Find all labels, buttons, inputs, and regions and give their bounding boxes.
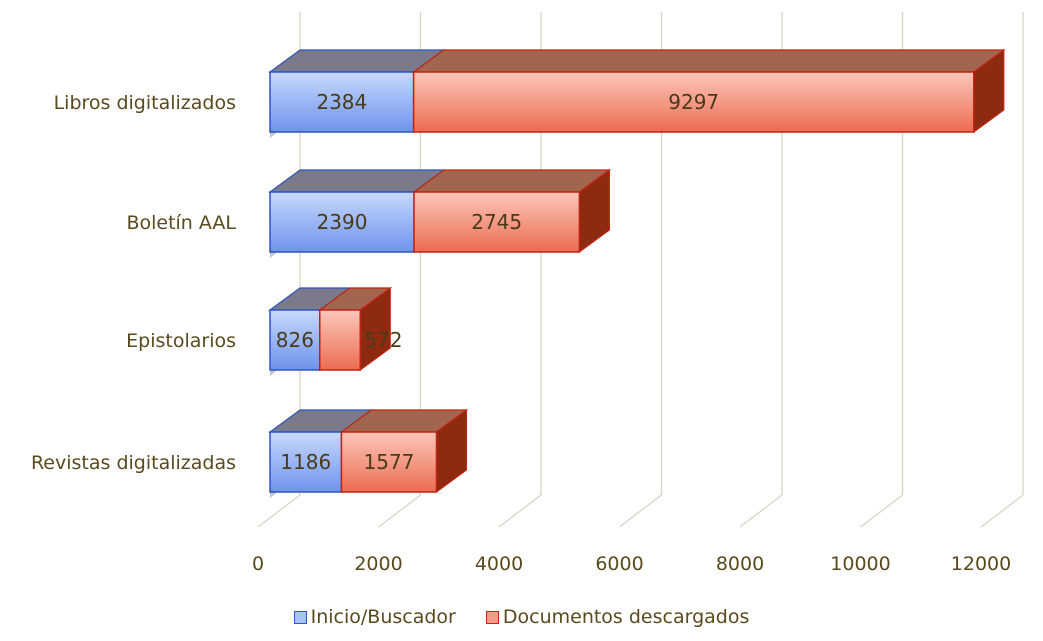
category-label: Epistolarios: [126, 330, 236, 352]
category-labels: Libros digitalizados Boletín AAL Epistolar…: [31, 92, 236, 474]
legend-swatch-documentos: [485, 610, 499, 624]
bar-documentos: [412, 71, 975, 133]
x-tick-label: 2000: [354, 553, 402, 575]
bar-top-face: [412, 169, 612, 193]
legend-label-inicio: Inicio/Buscador: [310, 606, 456, 628]
floor-gridline: [498, 494, 542, 528]
x-tick-label: 8000: [716, 553, 764, 575]
x-tick-label: 12000: [951, 553, 1011, 575]
category-label: Libros digitalizados: [54, 92, 236, 114]
data-label: 826: [276, 328, 314, 352]
x-tick-label: 4000: [475, 553, 523, 575]
bar-inicio: [269, 309, 321, 371]
data-label: 9297: [668, 90, 719, 114]
data-label: 2745: [471, 210, 522, 234]
bar-documentos: [319, 309, 362, 371]
bar-inicio: [269, 191, 415, 253]
data-label: 2384: [316, 90, 367, 114]
x-tick-label: 0: [252, 553, 264, 575]
floor-gridline: [619, 494, 662, 528]
floor-gridline: [257, 494, 301, 528]
bar-top-face: [411, 49, 1006, 73]
x-axis-tick-labels: 0 2000 4000 6000 8000 10000 12000: [252, 553, 1011, 575]
floor-gridline: [860, 494, 903, 528]
bars: 2384 9297 2390 2745 826 572 1186 1577: [268, 48, 1006, 498]
data-label: 2390: [317, 210, 368, 234]
legend: Inicio/Buscador Documentos descargados: [0, 606, 1043, 628]
legend-label-documentos: Documentos descargados: [502, 606, 750, 628]
bar-inicio: [269, 431, 343, 493]
bar-documentos: [340, 431, 438, 493]
x-tick-label: 10000: [830, 553, 890, 575]
data-label: 1577: [364, 450, 415, 474]
legend-swatch-inicio: [293, 610, 307, 624]
floor-gridline: [980, 494, 1024, 528]
bar-documentos: [413, 191, 581, 253]
legend-item-documentos: Documentos descargados: [485, 606, 750, 628]
data-label: 572: [364, 328, 402, 352]
floor-gridline: [739, 494, 783, 528]
data-label: 1186: [280, 450, 331, 474]
x-tick-label: 6000: [595, 553, 643, 575]
category-label: Boletín AAL: [126, 212, 236, 234]
legend-item-inicio: Inicio/Buscador: [293, 606, 456, 628]
category-label: Revistas digitalizadas: [31, 452, 236, 474]
floor-gridline: [378, 494, 421, 528]
